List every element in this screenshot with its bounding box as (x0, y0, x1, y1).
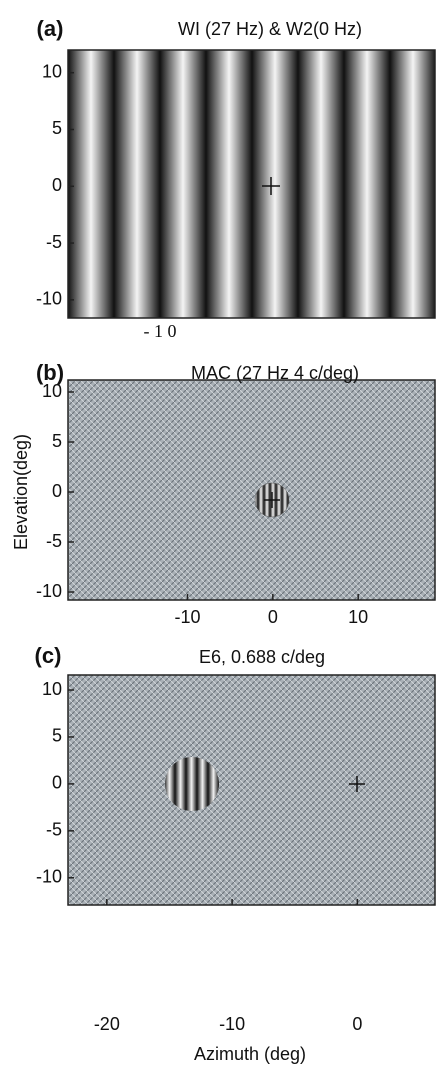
image-area (68, 675, 435, 905)
panel-label: (a) (37, 16, 64, 41)
y-tick-label: -10 (36, 581, 62, 601)
y-tick-label: 10 (42, 381, 62, 401)
panel-title: WI (27 Hz) & W2(0 Hz) (178, 19, 362, 39)
y-tick-label: 10 (42, 679, 62, 699)
image-area (68, 50, 435, 318)
y-tick-label: 0 (52, 773, 62, 793)
x-tick-label: 0 (352, 1014, 362, 1034)
x-tick-label: 10 (348, 607, 368, 627)
x-tick-label: -10 (174, 607, 200, 627)
y-axis-label: Elevation(deg) (11, 434, 31, 550)
y-tick-label: -10 (36, 867, 62, 887)
y-tick-label: -5 (46, 531, 62, 551)
y-tick-label: -5 (46, 820, 62, 840)
y-tick-label: 5 (52, 431, 62, 451)
y-tick-label: 0 (52, 175, 62, 195)
panel-title: MAC (27 Hz 4 c/deg) (191, 363, 359, 383)
figure: (a)WI (27 Hz) & W2(0 Hz)1050-5-10- 1 0(b… (0, 0, 445, 1072)
y-tick-label: 5 (52, 726, 62, 746)
annotation: - 1 0 (144, 321, 177, 341)
x-axis-label: Azimuth (deg) (194, 1044, 306, 1064)
y-tick-label: 0 (52, 481, 62, 501)
x-tick-label: -10 (219, 1014, 245, 1034)
image-area (68, 380, 435, 600)
y-tick-label: -10 (36, 289, 62, 309)
stimulus-patch (165, 757, 219, 811)
y-tick-label: -5 (46, 232, 62, 252)
y-tick-label: 5 (52, 118, 62, 138)
y-tick-label: 10 (42, 61, 62, 81)
panel-label: (c) (35, 643, 62, 668)
x-tick-label: 0 (268, 607, 278, 627)
panel-title: E6, 0.688 c/deg (199, 647, 325, 667)
x-tick-label: -20 (94, 1014, 120, 1034)
